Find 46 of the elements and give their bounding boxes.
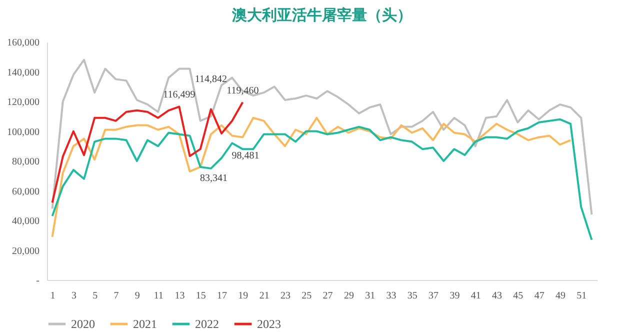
x-tick-label: 7 — [114, 290, 119, 302]
x-tick-label: 9 — [134, 290, 140, 302]
x-tick-label: 11 — [154, 290, 164, 302]
y-tick-label: 60,000 — [12, 186, 40, 198]
y-tick-label: 160,000 — [7, 38, 40, 48]
y-tick-label: 100,000 — [7, 126, 40, 138]
y-tick-label: 80,000 — [12, 156, 40, 168]
x-tick-label: 13 — [174, 290, 185, 302]
x-tick-label: 47 — [534, 290, 544, 302]
y-tick-label: - — [36, 276, 40, 286]
x-tick-label: 27 — [322, 290, 333, 302]
annotation: 83,341 — [200, 173, 228, 184]
x-tick-label: 49 — [555, 290, 566, 302]
x-tick-label: 45 — [513, 290, 524, 302]
x-tick-label: 21 — [259, 290, 270, 302]
x-tick-label: 41 — [470, 290, 481, 302]
x-tick-label: 29 — [344, 290, 354, 302]
line-series — [51, 58, 593, 216]
legend-label: 2021 — [133, 317, 157, 331]
annotation: 119,460 — [226, 85, 259, 96]
x-tick-label: 37 — [428, 290, 439, 302]
x-tick-label: 39 — [450, 290, 460, 302]
x-tick-label: 31 — [365, 290, 376, 302]
y-tick-label: 40,000 — [12, 216, 40, 227]
annotation: 116,499 — [163, 90, 196, 101]
annotation: 98,481 — [232, 150, 260, 162]
x-tick-label: 15 — [196, 290, 206, 302]
x-tick-label: 23 — [280, 290, 290, 302]
y-tick-label: 20,000 — [12, 246, 40, 257]
x-tick-label: 5 — [92, 290, 98, 302]
x-tick-label: 33 — [386, 290, 396, 302]
chart-title: 澳大利亚活牛屠宰量（头） — [231, 6, 412, 24]
legend-label: 2020 — [71, 317, 95, 331]
x-tick-label: 25 — [302, 290, 312, 302]
legend-label: 2022 — [195, 317, 219, 331]
x-tick-label: 19 — [238, 290, 248, 302]
x-tick-label: 3 — [71, 290, 76, 302]
x-tick-label: 1 — [50, 290, 56, 302]
annotation: 114,842 — [194, 74, 228, 86]
y-tick-label: 140,000 — [7, 67, 40, 78]
y-tick-label: 120,000 — [7, 97, 40, 108]
legend-label: 2023 — [257, 317, 281, 331]
x-tick-label: 43 — [492, 290, 502, 302]
x-tick-label: 17 — [217, 290, 228, 302]
x-tick-label: 51 — [576, 290, 587, 302]
x-tick-label: 35 — [407, 290, 418, 302]
